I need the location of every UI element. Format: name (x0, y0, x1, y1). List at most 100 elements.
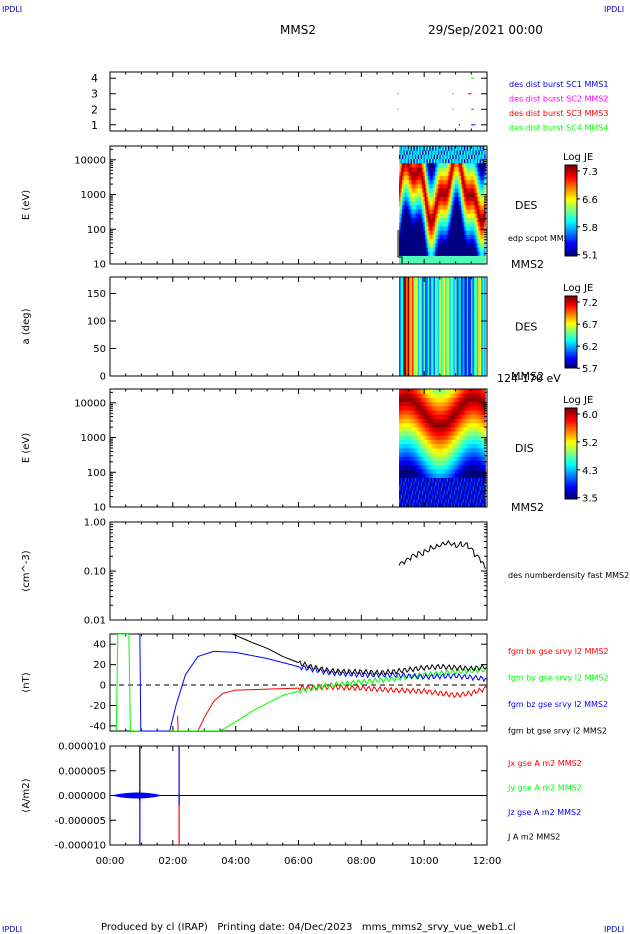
heatmap-cell (447, 280, 450, 285)
heatmap-cell (404, 322, 407, 327)
heatmap-cell (450, 287, 453, 292)
heatmap-cell (400, 205, 403, 210)
heatmap-cell (460, 312, 463, 317)
heatmap-cell (401, 485, 404, 491)
heatmap-cell (426, 247, 429, 252)
heatmap-cell (442, 344, 445, 349)
heatmap-cell (423, 443, 426, 449)
heatmap-cell (433, 259, 436, 265)
heatmap-cell (422, 200, 424, 206)
heatmap-cell (476, 347, 479, 352)
heatmap-cell (446, 393, 449, 398)
heatmap-cell (440, 305, 443, 310)
heatmap-cell (442, 426, 445, 432)
heatmap-cell (422, 365, 424, 370)
heatmap-cell (452, 242, 455, 248)
heatmap-cell (401, 330, 404, 334)
heatmap-cell (419, 209, 422, 214)
heatmap-cell (410, 308, 413, 313)
heatmap-cell (416, 365, 419, 370)
heatmap-cell (413, 247, 416, 252)
heatmap-cell (465, 183, 468, 189)
colorbar-cell (565, 357, 577, 360)
heatmap-cell (404, 183, 407, 189)
heatmap-cell (469, 221, 472, 227)
heatmap-cell (424, 319, 427, 324)
heatmap-cell (401, 213, 404, 219)
heatmap-cell (403, 305, 406, 310)
heatmap-cell (468, 337, 470, 342)
heatmap-cell (435, 397, 437, 403)
heatmap-cell (432, 284, 434, 289)
heatmap-cell (424, 426, 427, 432)
heatmap-cell (420, 337, 423, 342)
heatmap-cell (456, 337, 459, 342)
heatmap-cell (432, 167, 434, 172)
heatmap-cell (403, 456, 406, 462)
heatmap-cell (427, 502, 430, 508)
heatmap-cell (427, 308, 430, 313)
heatmap-cell (436, 291, 439, 296)
heatmap-cell (419, 426, 422, 432)
heatmap-cell (446, 337, 449, 342)
heatmap-cell (452, 221, 455, 227)
heatmap-cell (483, 361, 486, 366)
heatmap-cell (429, 167, 432, 172)
heatmap-cell (401, 312, 404, 317)
heatmap-cell (416, 209, 419, 214)
heatmap-cell (400, 298, 403, 303)
heatmap-cell (462, 490, 465, 495)
heatmap-cell (414, 389, 417, 394)
heatmap-cell (426, 337, 429, 342)
heatmap-cell (445, 298, 447, 303)
heatmap-cell (416, 477, 419, 483)
heatmap-cell (472, 315, 475, 320)
heatmap-cell (439, 340, 442, 345)
heatmap-cell (401, 414, 404, 419)
heatmap-cell (400, 494, 403, 499)
heatmap-cell (427, 312, 430, 317)
heatmap-cell (455, 277, 458, 281)
heatmap-cell (404, 315, 407, 320)
heatmap-cell (462, 401, 465, 407)
heatmap-cell (411, 481, 414, 487)
heatmap-cell (453, 393, 456, 398)
heatmap-cell (424, 494, 427, 499)
heatmap-cell (436, 213, 439, 219)
heatmap-cell (416, 498, 419, 504)
heatmap-cell (429, 146, 432, 151)
heatmap-cell (437, 443, 440, 449)
heatmap-cell (452, 209, 455, 214)
heatmap-cell (443, 344, 446, 349)
heatmap-cell (478, 284, 481, 289)
heatmap-cell (455, 443, 458, 449)
heatmap-cell (459, 238, 462, 244)
heatmap-cell (413, 221, 416, 227)
heatmap-cell (445, 171, 447, 176)
heatmap-cell (422, 284, 424, 289)
heatmap-cell (414, 238, 417, 244)
heatmap-cell (460, 422, 463, 428)
heatmap-cell (476, 146, 479, 151)
heatmap-cell (445, 319, 447, 324)
heatmap-cell (463, 365, 466, 370)
heatmap-cell (437, 452, 440, 457)
heatmap-cell (453, 389, 456, 394)
heatmap-cell (442, 238, 445, 244)
heatmap-cell (469, 284, 472, 289)
heatmap-cell (460, 217, 463, 223)
heatmap-cell (450, 347, 453, 352)
heatmap-cell (445, 410, 447, 415)
heatmap-cell (432, 481, 434, 487)
heatmap-cell (424, 284, 427, 289)
heatmap-cell (416, 344, 419, 349)
heatmap-cell (452, 251, 455, 256)
heatmap-cell (429, 494, 432, 499)
heatmap-cell (446, 280, 449, 285)
heatmap-cell (433, 494, 436, 499)
heatmap-cell (422, 154, 424, 160)
heatmap-cell (423, 397, 426, 403)
heatmap-cell (433, 333, 436, 338)
heatmap-cell (459, 294, 462, 299)
